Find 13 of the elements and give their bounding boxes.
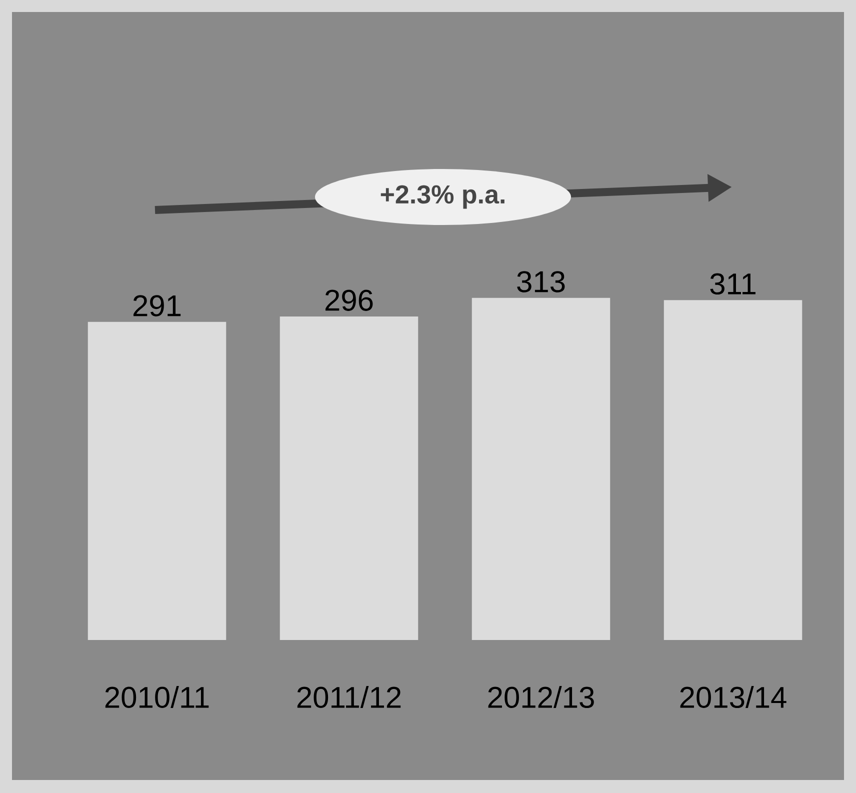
x-tick-label: 2012/13 <box>488 686 594 708</box>
text: +2.3% p.a. <box>380 185 504 209</box>
x-tick-label: 2011/12 <box>297 686 401 708</box>
data-label: 313 <box>517 271 565 292</box>
bar <box>664 300 802 640</box>
x-tick-label: 2010/11 <box>105 686 209 708</box>
bar <box>280 316 418 640</box>
data-label: 296 <box>325 290 373 311</box>
data-label: 291 <box>133 295 181 316</box>
bar <box>88 322 226 640</box>
x-tick-label: 2013/14 <box>680 686 786 708</box>
data-label: 311 <box>710 273 756 295</box>
bar <box>472 298 610 640</box>
